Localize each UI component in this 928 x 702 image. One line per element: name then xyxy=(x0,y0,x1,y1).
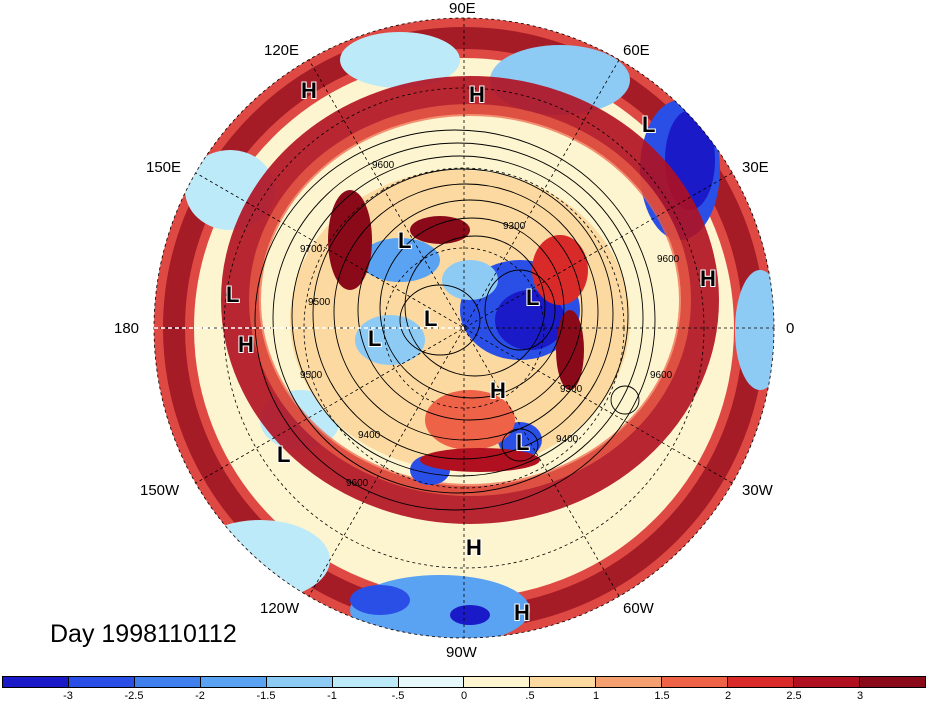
contour-label: 9700 xyxy=(300,244,323,255)
contour-label: 9600 xyxy=(650,370,673,381)
pressure-marker-l: L xyxy=(277,442,291,467)
colorbar-tick-label: -1 xyxy=(327,690,337,702)
lon-label-90w: 90W xyxy=(446,644,477,661)
colorbar-tick-label: -3 xyxy=(63,690,73,702)
lon-label-60w: 60W xyxy=(623,600,654,617)
colorbar-tick-label: 2 xyxy=(724,690,732,702)
lon-label-60e: 60E xyxy=(623,42,650,59)
colorbar-swatch xyxy=(68,677,135,687)
lon-label-120e: 120E xyxy=(264,42,300,59)
contour-label: 9300 xyxy=(503,221,526,232)
colorbar-tick-label: 1.5 xyxy=(654,690,670,702)
lon-label-0: 0 xyxy=(786,320,795,337)
pressure-marker-l: L xyxy=(516,430,530,455)
colorbar-swatch xyxy=(859,677,925,687)
colorbar-tick-label: -2 xyxy=(195,690,205,702)
lon-label-150e: 150E xyxy=(146,159,182,176)
lon-label-30w: 30W xyxy=(742,482,773,499)
colorbar-swatch xyxy=(596,677,663,687)
pressure-marker-l: L xyxy=(642,112,656,137)
pressure-marker-h: H xyxy=(238,332,254,357)
pressure-marker-h: H xyxy=(469,82,485,107)
contour-value-labels: 9600 9300 9700 9500 9500 9400 9600 9300 … xyxy=(300,160,680,489)
contour-label: 9600 xyxy=(657,254,680,265)
colorbar-tick-label: 1 xyxy=(592,690,600,702)
pressure-marker-l: L xyxy=(526,285,540,310)
colorbar-tick-label: -2.5 xyxy=(124,690,144,702)
colorbar-swatch xyxy=(464,677,531,687)
height-contours xyxy=(254,129,656,511)
contour-label: 9600 xyxy=(346,478,369,489)
lon-label-120w: 120W xyxy=(260,600,300,617)
colorbar-swatch xyxy=(530,677,597,687)
pressure-marker-l: L xyxy=(424,306,438,331)
colorbar-swatch xyxy=(662,677,729,687)
pressure-marker-h: H xyxy=(700,266,716,291)
colorbar-swatch xyxy=(266,677,333,687)
contour-label: 9500 xyxy=(300,370,323,381)
colorbar-swatch xyxy=(332,677,399,687)
colorbar-swatch xyxy=(134,677,201,687)
pressure-marker-l: L xyxy=(226,282,240,307)
lon-label-150w: 150W xyxy=(140,482,180,499)
colorbar-swatch xyxy=(200,677,267,687)
colorbar-swatch xyxy=(728,677,795,687)
colorbar-swatch xyxy=(3,677,69,687)
pressure-marker-h: H xyxy=(490,378,506,403)
contour-label: 9400 xyxy=(556,434,579,445)
day-label: Day 1998110112 xyxy=(50,620,237,648)
contour-label: 9600 xyxy=(372,160,395,171)
colorbar xyxy=(2,676,926,688)
pressure-marker-l: L xyxy=(398,228,412,253)
colorbar-swatch xyxy=(794,677,860,687)
colorbar-tick-label: 2.5 xyxy=(786,690,802,702)
colorbar-tick-label: 0 xyxy=(460,690,468,702)
colorbar-tick-label: -1.5 xyxy=(256,690,276,702)
pressure-marker-h: H xyxy=(514,600,530,625)
contour-label: 9500 xyxy=(308,297,331,308)
lon-label-90e: 90E xyxy=(449,0,476,17)
pressure-marker-l: L xyxy=(368,326,382,351)
colorbar-tick-label: .5 xyxy=(525,690,535,702)
colorbar-tick-label: -.5 xyxy=(391,690,405,702)
lon-label-180: 180 xyxy=(114,320,140,337)
contour-label: 9300 xyxy=(560,384,583,395)
pressure-marker-h: H xyxy=(301,78,317,103)
pressure-marker-h: H xyxy=(466,535,482,560)
lon-label-30e: 30E xyxy=(742,159,769,176)
colorbar-swatch xyxy=(398,677,465,687)
contour-label: 9400 xyxy=(358,430,381,441)
colorbar-tick-label: 3 xyxy=(856,690,864,702)
